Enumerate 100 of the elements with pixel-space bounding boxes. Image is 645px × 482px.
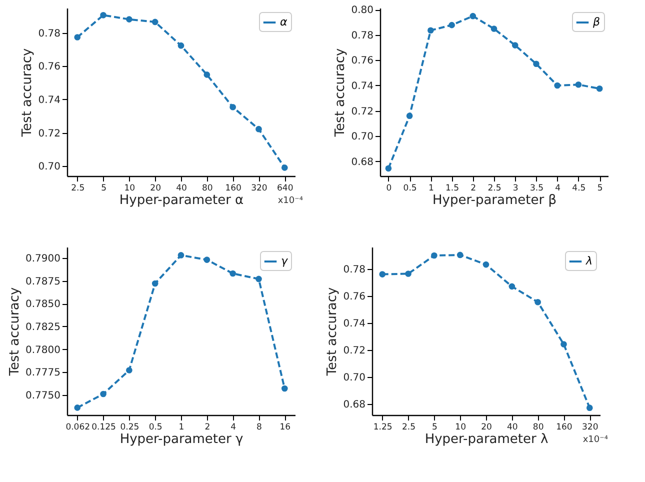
point (448, 22, 455, 28)
y-axis-title: Test accuracy (20, 48, 36, 138)
text: x10⁻⁴ (582, 435, 608, 445)
x-tick-label: 2.5 (488, 184, 502, 194)
point (281, 385, 288, 392)
point (100, 12, 106, 18)
legend-label: α (280, 16, 288, 28)
point (178, 42, 184, 49)
point (230, 270, 236, 277)
x-tick-label: 5 (432, 422, 438, 432)
y-tick-label: 0.74 (343, 318, 366, 330)
point (512, 42, 518, 48)
point (596, 85, 603, 92)
x-tick-label: 3 (512, 184, 518, 194)
y-tick-label: 0.7800 (26, 344, 60, 356)
y-tick-label: 0.72 (351, 106, 374, 118)
point (256, 276, 262, 282)
x-tick-label: 20 (481, 422, 492, 432)
point (406, 112, 413, 119)
x-tick-label: 3.5 (530, 184, 544, 194)
y-tick-label: 0.7750 (26, 390, 60, 402)
y-tick-label: 0.7825 (26, 322, 60, 333)
y-axis-title: Test accuracy (8, 287, 23, 377)
x-axis-title: Hyper-parameter λ (424, 432, 548, 447)
point (74, 34, 81, 40)
y-tick-label: 0.72 (38, 128, 60, 140)
x-tick-label: 2.5 (402, 422, 416, 432)
y-tick-label: 0.7875 (26, 276, 60, 288)
y-tick-label: 0.80 (351, 5, 374, 16)
y-tick-label: 0.7850 (26, 299, 60, 310)
y-tick-label: 0.78 (38, 28, 60, 40)
x-tick-label: 640 (277, 184, 294, 194)
y-tick-label: 0.7775 (26, 368, 60, 379)
point (470, 12, 476, 20)
y-tick-label: 0.70 (343, 372, 366, 384)
x-tick-label: 8 (256, 422, 262, 432)
x-tick-label: 1.5 (446, 184, 460, 194)
y-tick-label: 0.76 (38, 62, 60, 73)
x-tick-label: 2 (204, 422, 210, 432)
y-tick-label: 0.76 (351, 56, 374, 67)
y-tick-label: 0.74 (38, 94, 60, 106)
x-tick-label: 1 (428, 184, 434, 194)
x-tick-label: 20 (150, 184, 162, 194)
point (152, 280, 158, 287)
x-tick-label: 5 (101, 184, 106, 194)
x-tick-label: 40 (506, 422, 518, 432)
x-tick-label: 0.5 (148, 422, 162, 432)
point (490, 26, 498, 32)
x-tick-label: 4 (230, 422, 236, 432)
point (178, 252, 184, 258)
y-tick-label: 0.76 (343, 292, 366, 303)
x-tick-label: 4 (555, 184, 561, 194)
x-tick-label: 4.5 (572, 184, 586, 194)
legend-label: γ (281, 254, 288, 268)
x-tick-label: 2.5 (71, 184, 85, 194)
x-tick-label: 5 (597, 184, 603, 194)
point (100, 390, 106, 398)
point (405, 270, 412, 277)
point (126, 367, 132, 374)
point (533, 60, 540, 68)
y-tick-label: 0.70 (38, 162, 60, 173)
point (575, 81, 582, 88)
point (508, 283, 516, 290)
x-tick-label: 16 (280, 422, 291, 432)
point (586, 404, 593, 411)
point (456, 252, 464, 258)
point (281, 164, 288, 171)
point (385, 165, 392, 172)
point (256, 126, 262, 132)
y-tick-label: 0.78 (343, 264, 366, 276)
y-tick-label: 0.74 (351, 80, 374, 92)
y-tick-label: 0.78 (351, 30, 374, 42)
point (534, 298, 541, 306)
point (560, 341, 567, 348)
x-axis-title: Hyper-parameter γ (120, 432, 244, 447)
point (428, 27, 434, 34)
x-tick-label: 0.062 (66, 422, 90, 432)
x-tick-label: 320 (251, 184, 268, 194)
point (230, 104, 236, 110)
point (74, 404, 81, 411)
y-tick-label: 0.68 (343, 400, 366, 411)
x-tick-label: 0.5 (403, 184, 417, 194)
x-axis-title: Hyper-parameter α (119, 193, 244, 208)
x-tick-label: 1 (178, 422, 184, 432)
x-tick-label: 0.125 (92, 422, 116, 432)
x-tick-label: 1.25 (373, 422, 392, 432)
y-axis-title: Test accuracy (325, 287, 340, 377)
x-tick-label: 2 (470, 184, 476, 194)
legend-label: β (592, 16, 600, 28)
x-tick-label: 160 (556, 422, 572, 432)
x-tick-label: 320 (582, 422, 598, 432)
point (554, 82, 560, 89)
y-tick-label: 0.70 (351, 132, 374, 143)
x-tick-label: 80 (532, 422, 544, 432)
point (482, 261, 490, 268)
x-tick-label: 160 (225, 184, 242, 194)
point (379, 271, 386, 278)
point (126, 16, 132, 22)
x-tick-label: 10 (455, 422, 466, 432)
text: x10⁻⁴ (278, 196, 304, 206)
